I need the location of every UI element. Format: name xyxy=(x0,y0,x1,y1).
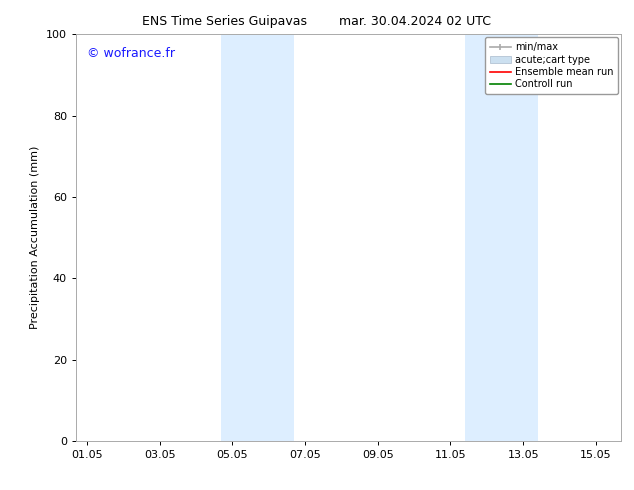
Legend: min/max, acute;cart type, Ensemble mean run, Controll run: min/max, acute;cart type, Ensemble mean … xyxy=(485,37,618,94)
Y-axis label: Precipitation Accumulation (mm): Precipitation Accumulation (mm) xyxy=(30,146,41,329)
Text: © wofrance.fr: © wofrance.fr xyxy=(87,47,175,59)
Bar xyxy=(465,34,538,441)
Bar xyxy=(221,34,294,441)
Text: ENS Time Series Guipavas        mar. 30.04.2024 02 UTC: ENS Time Series Guipavas mar. 30.04.2024… xyxy=(143,15,491,28)
